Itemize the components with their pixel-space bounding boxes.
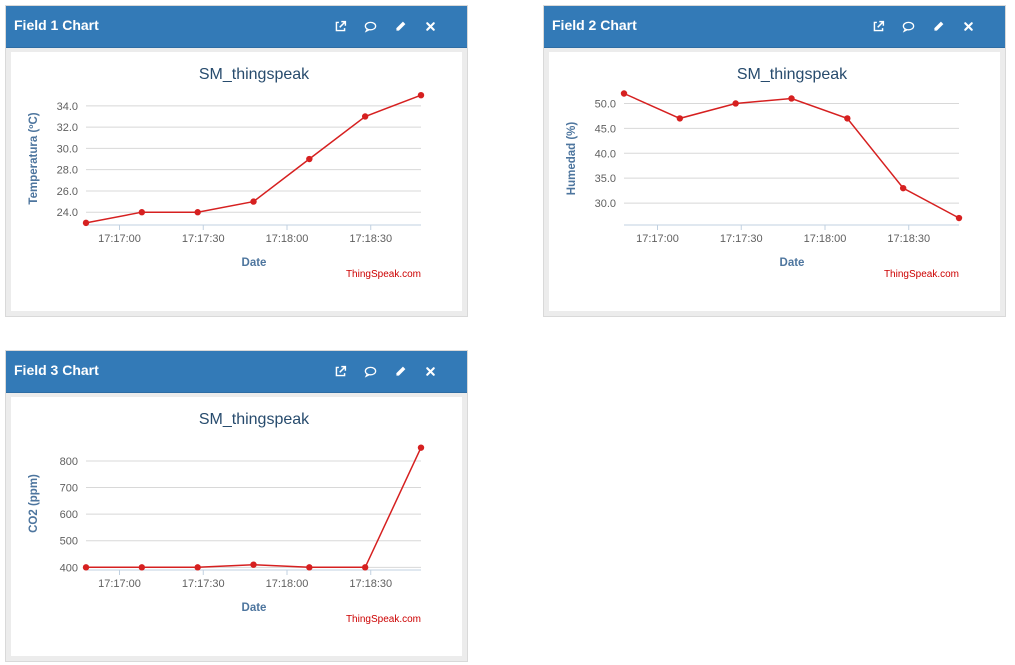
- field-1-panel: Field 1 Chart SM_thingspeak 24.0 26.0 28.0 3…: [5, 5, 468, 317]
- x-tick-label: 17:18:00: [266, 578, 309, 590]
- data-point: [82, 564, 90, 571]
- data-point: [788, 95, 795, 102]
- external-link-icon[interactable]: [325, 17, 355, 37]
- data-point: [417, 444, 425, 451]
- y-axis-label: CO2 (ppm): [28, 474, 40, 533]
- data-point: [138, 564, 146, 571]
- chart-container: SM_thingspeak 400 500 600 700 800 17:17:00 17:1…: [11, 397, 462, 656]
- data-point: [620, 90, 628, 97]
- y-tick-label: 40.0: [595, 148, 616, 160]
- data-point: [732, 100, 739, 107]
- data-point: [417, 91, 425, 99]
- data-point: [361, 564, 369, 571]
- close-icon[interactable]: [415, 17, 445, 37]
- credit-link: ThingSpeak.com: [346, 614, 421, 625]
- panel-header: Field 1 Chart: [6, 6, 467, 48]
- line-chart: SM_thingspeak 24.0 26.0 28.0 30.0 32.0 34.0 17:…: [28, 66, 425, 280]
- x-tick-label: 17:17:30: [182, 578, 225, 590]
- y-tick-label: 600: [60, 509, 78, 521]
- y-tick-label: 26.0: [57, 186, 78, 198]
- data-point: [138, 209, 146, 216]
- x-tick-label: 17:18:30: [349, 578, 392, 590]
- panel-header: Field 3 Chart: [6, 351, 467, 393]
- chart-container: SM_thingspeak 24.0 26.0 28.0 30.0 32.0 34.0 17:…: [11, 52, 462, 311]
- comment-icon[interactable]: [355, 17, 385, 37]
- chart-container: SM_thingspeak 30.0 35.0 40.0 45.0 50.0 17:17:0…: [549, 52, 1000, 311]
- y-tick-label: 700: [60, 483, 78, 495]
- data-point: [899, 184, 907, 192]
- series-line: [623, 92, 960, 219]
- pencil-icon[interactable]: [385, 362, 415, 382]
- data-point: [844, 115, 851, 122]
- series-line: [86, 447, 422, 569]
- credit-link: ThingSpeak.com: [346, 269, 421, 280]
- y-tick-label: 800: [60, 456, 78, 468]
- data-point: [955, 214, 963, 222]
- x-tick-label: 17:18:30: [349, 233, 392, 245]
- x-tick-label: 17:17:00: [636, 233, 679, 245]
- credit-link: ThingSpeak.com: [884, 269, 959, 280]
- x-tick-label: 17:17:00: [98, 233, 141, 245]
- pencil-icon[interactable]: [923, 17, 953, 37]
- chart-title: SM_thingspeak: [199, 411, 310, 428]
- chart-title: SM_thingspeak: [737, 66, 848, 83]
- comment-icon[interactable]: [893, 17, 923, 37]
- y-tick-label: 50.0: [595, 98, 616, 110]
- x-axis-label: Date: [780, 257, 805, 269]
- data-point: [194, 564, 201, 571]
- comment-icon[interactable]: [355, 362, 385, 382]
- external-link-icon[interactable]: [863, 17, 893, 37]
- x-axis-label: Date: [242, 257, 267, 269]
- data-point: [306, 155, 313, 163]
- data-point: [250, 198, 257, 205]
- chart-title: SM_thingspeak: [199, 66, 310, 83]
- line-chart: SM_thingspeak 400 500 600 700 800 17:17:00 17:1…: [28, 411, 425, 625]
- data-point: [361, 113, 369, 120]
- close-icon[interactable]: [415, 362, 445, 382]
- panel-title: Field 2 Chart: [552, 16, 637, 33]
- y-tick-label: 30.0: [57, 143, 78, 155]
- data-point: [82, 219, 90, 227]
- y-axis-label: Temperatura (ºC): [28, 112, 40, 204]
- data-point: [676, 115, 684, 122]
- panel-header: Field 2 Chart: [544, 6, 1005, 48]
- y-tick-label: 400: [60, 562, 78, 574]
- data-point: [306, 564, 313, 571]
- panel-title: Field 3 Chart: [14, 361, 99, 378]
- pencil-icon[interactable]: [385, 17, 415, 37]
- external-link-icon[interactable]: [325, 362, 355, 382]
- field-2-panel: Field 2 Chart SM_thingspeak 30.0 35.0 40.0 4…: [543, 5, 1006, 317]
- y-axis-label: Humedad (%): [566, 122, 578, 196]
- data-point: [250, 561, 257, 568]
- x-tick-label: 17:17:00: [98, 578, 141, 590]
- field-3-panel: Field 3 Chart SM_thingspeak 400 500 600 700 8…: [5, 350, 468, 662]
- panel-title: Field 1 Chart: [14, 16, 99, 33]
- x-tick-label: 17:17:30: [182, 233, 225, 245]
- y-tick-label: 34.0: [57, 101, 78, 113]
- x-tick-label: 17:18:00: [804, 233, 847, 245]
- y-tick-label: 35.0: [595, 173, 616, 185]
- x-tick-label: 17:17:30: [720, 233, 763, 245]
- y-tick-label: 45.0: [595, 123, 616, 135]
- x-axis-label: Date: [242, 602, 267, 614]
- y-tick-label: 30.0: [595, 198, 616, 210]
- x-tick-label: 17:18:30: [887, 233, 930, 245]
- y-tick-label: 32.0: [57, 122, 78, 134]
- y-tick-label: 28.0: [57, 165, 78, 177]
- data-point: [194, 209, 201, 216]
- line-chart: SM_thingspeak 30.0 35.0 40.0 45.0 50.0 17:17:0…: [566, 66, 963, 280]
- x-tick-label: 17:18:00: [266, 233, 309, 245]
- y-tick-label: 500: [60, 536, 78, 548]
- y-tick-label: 24.0: [57, 207, 78, 219]
- close-icon[interactable]: [953, 17, 983, 37]
